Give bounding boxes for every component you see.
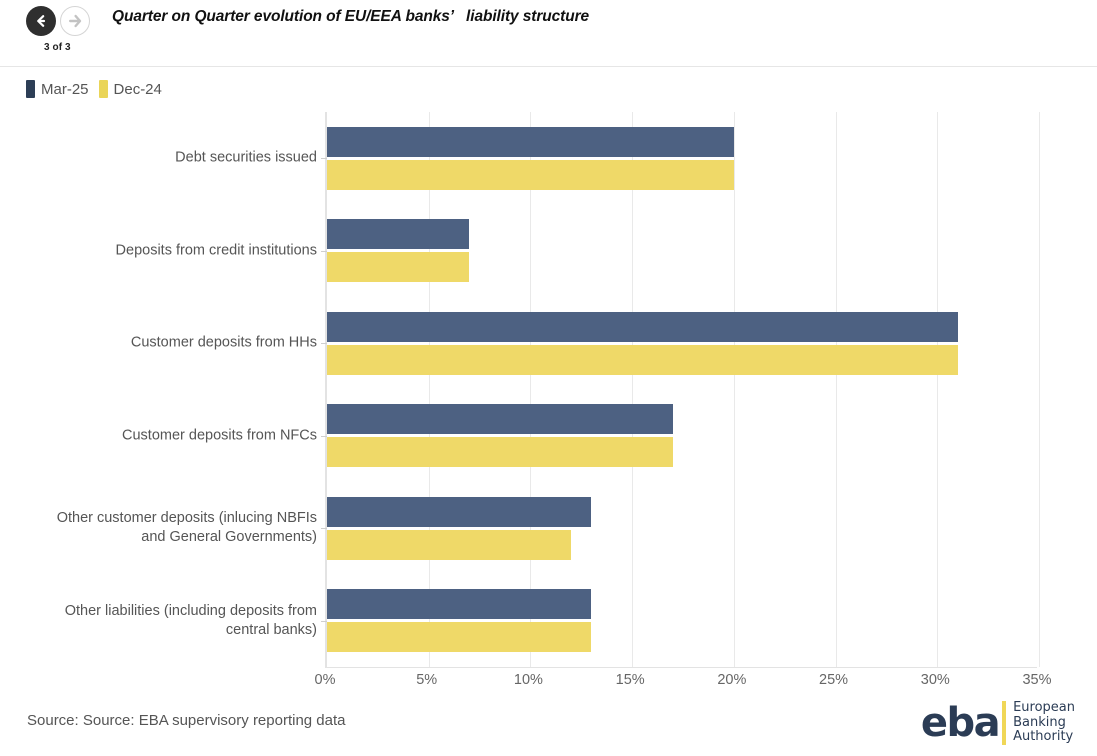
slide-counter: 3 of 3 [44,42,71,53]
bar[interactable] [327,589,592,620]
chart-header: 3 of 3 Quarter on Quarter evolution of E… [0,0,1097,67]
category-label: Customer deposits from NFCs [17,426,317,445]
eba-fullname: European Banking Authority [1013,701,1075,745]
bar[interactable] [327,344,958,375]
category-axis-labels: Debt securities issued Deposits from cred… [0,112,317,667]
category-tick-mark [321,435,327,437]
category-tick-mark [321,250,327,252]
page-title: Quarter on Quarter evolution of EU/EEA b… [112,8,590,25]
bar[interactable] [327,437,673,468]
x-tick-label: 0% [314,672,336,688]
eba-wordmark: eba [920,700,1001,746]
gridline [835,112,837,667]
category-label-line: Other customer deposits (inlucing NBFIs [56,510,317,527]
arrow-right-icon [69,14,82,28]
x-tick-label: 35% [1022,672,1052,688]
gridline [428,112,430,667]
prev-slide-button[interactable] [26,6,56,36]
category-label: Deposits from credit institutions [17,241,317,260]
bar[interactable] [327,252,470,283]
legend-item-dec-24[interactable]: Dec-24 [98,80,162,98]
arrow-left-icon [37,15,46,27]
category-label: Other customer deposits (inlucing NBFIs a… [17,509,317,547]
x-tick-label: 30% [920,672,950,688]
gridline [632,112,634,667]
carousel-nav: 3 of 3 [26,6,122,53]
plot-area [321,112,1040,667]
category-label-line: and General Governments) [141,529,317,546]
category-label: Customer deposits from HHs [17,334,317,353]
bar[interactable] [327,496,592,527]
x-tick-label: 10% [513,672,543,688]
x-axis-line [325,667,1037,668]
category-tick-mark [321,620,327,622]
category-tick-mark [321,158,327,160]
category-label-line: Other liabilities (including deposits fr… [64,602,317,619]
chart-legend: Mar-25 Dec-24 [26,80,162,98]
legend-label: Dec-24 [113,80,162,98]
gridline [530,112,532,667]
bar[interactable] [327,159,734,190]
bar[interactable] [327,219,470,250]
logo-divider [1002,701,1007,745]
x-tick-label: 15% [615,672,645,688]
category-label: Debt securities issued [17,149,317,168]
legend-item-mar-25[interactable]: Mar-25 [26,80,89,98]
category-label: Other liabilities (including deposits fr… [17,602,317,640]
category-label-line: Customer deposits from NFCs [122,427,317,444]
category-tick-mark [321,343,327,345]
eba-fullname-line3: Authority [1013,729,1074,745]
gridline [733,112,735,667]
x-tick-label: 25% [819,672,849,688]
eba-fullname-line1: European [1013,700,1075,716]
bar[interactable] [327,404,673,435]
eba-fullname-line2: Banking [1013,714,1066,730]
category-label-line: central banks) [225,621,317,638]
category-tick-mark [321,528,327,530]
source-note: Source: Source: EBA supervisory reportin… [27,712,346,729]
category-label-line: Debt securities issued [175,149,317,166]
gridline [937,112,939,667]
legend-swatch-icon [98,80,108,98]
x-tick-label: 20% [717,672,747,688]
eba-logo: eba European Banking Authority [921,700,1075,746]
bar[interactable] [327,529,572,560]
chart-plot: Debt securities issued Deposits from cred… [0,112,1097,688]
category-label-line: Customer deposits from HHs [130,334,317,351]
bar[interactable] [327,126,734,157]
legend-label: Mar-25 [41,80,89,98]
bar[interactable] [327,311,958,342]
next-slide-button[interactable] [60,6,90,36]
bar[interactable] [327,622,592,653]
gridline [1039,112,1040,667]
legend-swatch-icon [26,80,35,98]
x-tick-label: 5% [416,672,438,688]
category-label-line: Deposits from credit institutions [115,242,317,259]
